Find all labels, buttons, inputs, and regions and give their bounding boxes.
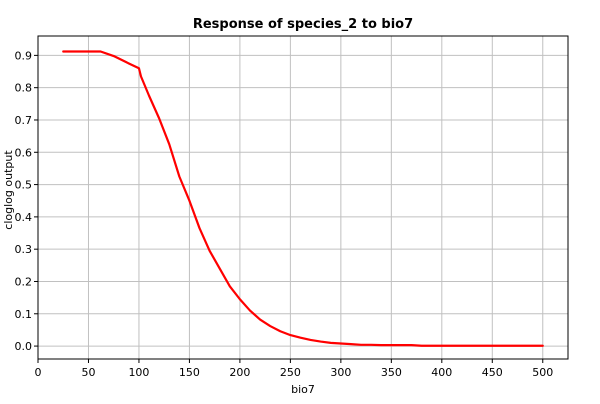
grid xyxy=(37,36,568,359)
y-axis-label: cloglog output xyxy=(2,150,15,230)
response-curve xyxy=(62,50,544,347)
y-tick-label: 0.8 xyxy=(15,82,33,95)
x-tick-label: 100 xyxy=(128,366,149,379)
x-tick-label: 350 xyxy=(381,366,402,379)
y-tick-label: 0.3 xyxy=(15,243,33,256)
x-tick-label: 450 xyxy=(482,366,503,379)
x-tick-label: 200 xyxy=(229,366,250,379)
x-axis: 0 50 100 150 200 250 300 350 400 450 500 xyxy=(35,359,553,379)
series-layer xyxy=(62,50,544,347)
y-tick-label: 0.7 xyxy=(15,114,33,127)
x-tick-label: 0 xyxy=(35,366,42,379)
y-tick-label: 0.9 xyxy=(15,49,33,62)
plot-frame xyxy=(37,35,569,360)
chart-title: Response of species_2 to bio7 xyxy=(193,17,413,32)
y-tick-label: 0.4 xyxy=(15,211,33,224)
x-tick-label: 250 xyxy=(280,366,301,379)
x-tick-label: 400 xyxy=(431,366,452,379)
y-tick-label: 0.1 xyxy=(15,308,33,321)
y-tick-label: 0.2 xyxy=(15,275,33,288)
x-tick-label: 300 xyxy=(330,366,351,379)
y-axis: 0.0 0.1 0.2 0.3 0.4 0.5 0.6 0.7 0.8 0.9 xyxy=(15,49,38,353)
x-tick-label: 150 xyxy=(179,366,200,379)
x-axis-label: bio7 xyxy=(291,383,315,396)
x-tick-label: 50 xyxy=(81,366,95,379)
x-tick-label: 500 xyxy=(532,366,553,379)
y-tick-label: 0.5 xyxy=(15,179,33,192)
y-tick-label: 0.0 xyxy=(15,340,33,353)
y-tick-label: 0.6 xyxy=(15,146,33,159)
